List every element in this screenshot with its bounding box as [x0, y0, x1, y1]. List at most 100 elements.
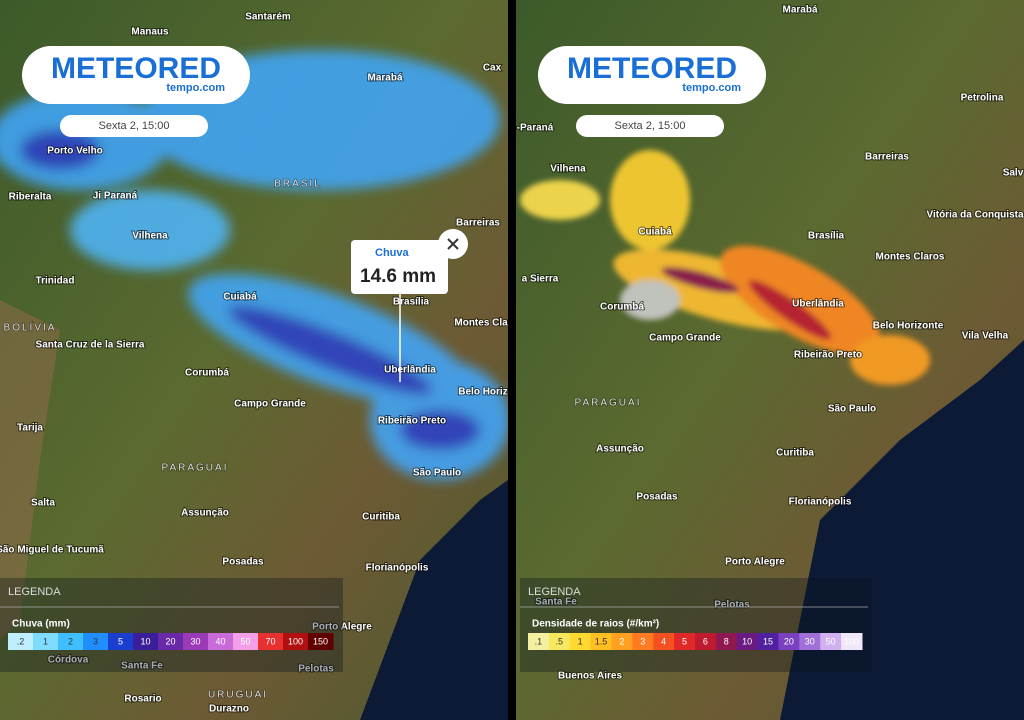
city-label: Montes Clar [454, 318, 511, 329]
legend-title: LEGENDA [8, 586, 61, 598]
legend-label: 150 [313, 636, 328, 646]
city-label: Campo Grande [649, 333, 721, 344]
city-label: Santa Cruz de la Sierra [36, 340, 145, 351]
city-label: Assunção [181, 508, 229, 519]
country-label: BOLÍVIA [4, 321, 57, 334]
city-label: Porto Alegre [312, 622, 372, 633]
tooltip-box [351, 240, 448, 294]
legend-swatch [183, 633, 209, 650]
date-pill [576, 115, 724, 137]
legend-label: 1 [578, 636, 583, 646]
legend-label: 40 [215, 636, 225, 646]
city-label: Petrolina [961, 93, 1004, 104]
city-label: Rosario [124, 694, 161, 705]
city-label: Curitiba [776, 448, 814, 459]
city-label: São Paulo [413, 468, 461, 479]
legend-title: LEGENDA [528, 586, 581, 598]
country-label: URUGUAI [208, 690, 268, 701]
legend-label: 5 [118, 636, 123, 646]
legend-label: 6 [703, 636, 708, 646]
legend-swatch [308, 633, 334, 650]
legend-swatch [778, 633, 800, 650]
city-label: Posadas [636, 492, 678, 503]
legend-label: 8 [724, 636, 729, 646]
panel-overlay: Marabá Petrolina -Paraná Barreiras Salv Vilhe… [516, 4, 1024, 683]
legend-label: .1 [535, 636, 543, 646]
legend-swatch [653, 633, 675, 650]
country-label: PARAGUAI [162, 463, 229, 474]
tooltip-label: Chuva [375, 247, 410, 259]
legend-swatch [611, 633, 633, 650]
city-label: -Paraná [517, 123, 554, 134]
legend-label: 2 [68, 636, 73, 646]
city-label: Brasília [808, 231, 845, 242]
city-label: Tarija [17, 423, 43, 434]
legend-swatch [736, 633, 759, 650]
legend-swatch [674, 633, 696, 650]
legend-label: 5 [682, 636, 687, 646]
legend-swatch [233, 633, 259, 650]
legend-swatch [58, 633, 84, 650]
legend-label: 4 [661, 636, 666, 646]
logo-box [538, 46, 766, 104]
city-label: Florianópolis [789, 497, 852, 508]
legend-box [0, 578, 343, 672]
city-label: Belo Horiz [458, 387, 507, 398]
city-label: São Miguel de Tucumã [0, 545, 104, 556]
legend-label: 20 [784, 636, 794, 646]
city-label: Santarém [245, 12, 291, 23]
legend-swatch [83, 633, 109, 650]
city-label: Salv [1003, 168, 1024, 179]
legend-label: 50 [240, 636, 250, 646]
city-label: Corumbá [185, 368, 229, 379]
city-label: Marabá [782, 5, 817, 16]
city-label: Corumbá [600, 302, 644, 313]
city-label: Campo Grande [234, 399, 306, 410]
city-label: Vila Velha [962, 331, 1009, 342]
legend-label: 2 [619, 636, 624, 646]
legend-label: .5 [556, 636, 564, 646]
legend-label: 30 [190, 636, 200, 646]
legend-swatch [33, 633, 59, 650]
city-label: Uberlândia [384, 365, 436, 376]
city-label: São Paulo [828, 404, 876, 415]
city-label: Córdova [48, 655, 89, 666]
legend-label: 100 [844, 636, 859, 646]
city-label: Manaus [131, 27, 169, 38]
city-label: Marabá [367, 73, 402, 84]
logo-site: tempo.com [166, 82, 225, 94]
date: Sexta 2, 15:00 [615, 120, 686, 132]
city-label: Riberalta [9, 192, 52, 203]
logo-brand: METEORED [567, 52, 737, 85]
legend-swatch [548, 633, 571, 650]
legend-label: 50 [826, 636, 836, 646]
logo-brand: METEORED [51, 52, 221, 85]
city-label: a Sierra [522, 274, 559, 285]
city-label: Trinidad [36, 276, 75, 287]
city-label: Uberlândia [792, 299, 844, 310]
right-panel [516, 0, 1024, 720]
city-label: Montes Claros [876, 252, 945, 263]
legend-swatch [757, 633, 779, 650]
legend-swatch [8, 633, 34, 650]
city-label: Porto Velho [47, 146, 103, 157]
legend-swatch [715, 633, 738, 650]
city-label: Salta [31, 498, 55, 509]
legend-label: 3 [93, 636, 98, 646]
legend-box [520, 578, 872, 672]
legend-swatch [133, 633, 159, 650]
legend-label: 30 [805, 636, 815, 646]
legend-swatch [283, 633, 309, 650]
date: Sexta 2, 15:00 [99, 120, 170, 132]
legend-label: 3 [640, 636, 645, 646]
logo-site: tempo.com [682, 82, 741, 94]
legend-label: 1.5 [595, 636, 608, 646]
legend-swatch [208, 633, 234, 650]
city-label: Cuiabá [638, 227, 672, 238]
date-pill [60, 115, 208, 137]
legend-swatch [590, 633, 612, 650]
city-label: Vitória da Conquista [926, 210, 1023, 221]
tooltip-value: 14.6 mm [360, 266, 436, 287]
legend-label: 10 [742, 636, 752, 646]
